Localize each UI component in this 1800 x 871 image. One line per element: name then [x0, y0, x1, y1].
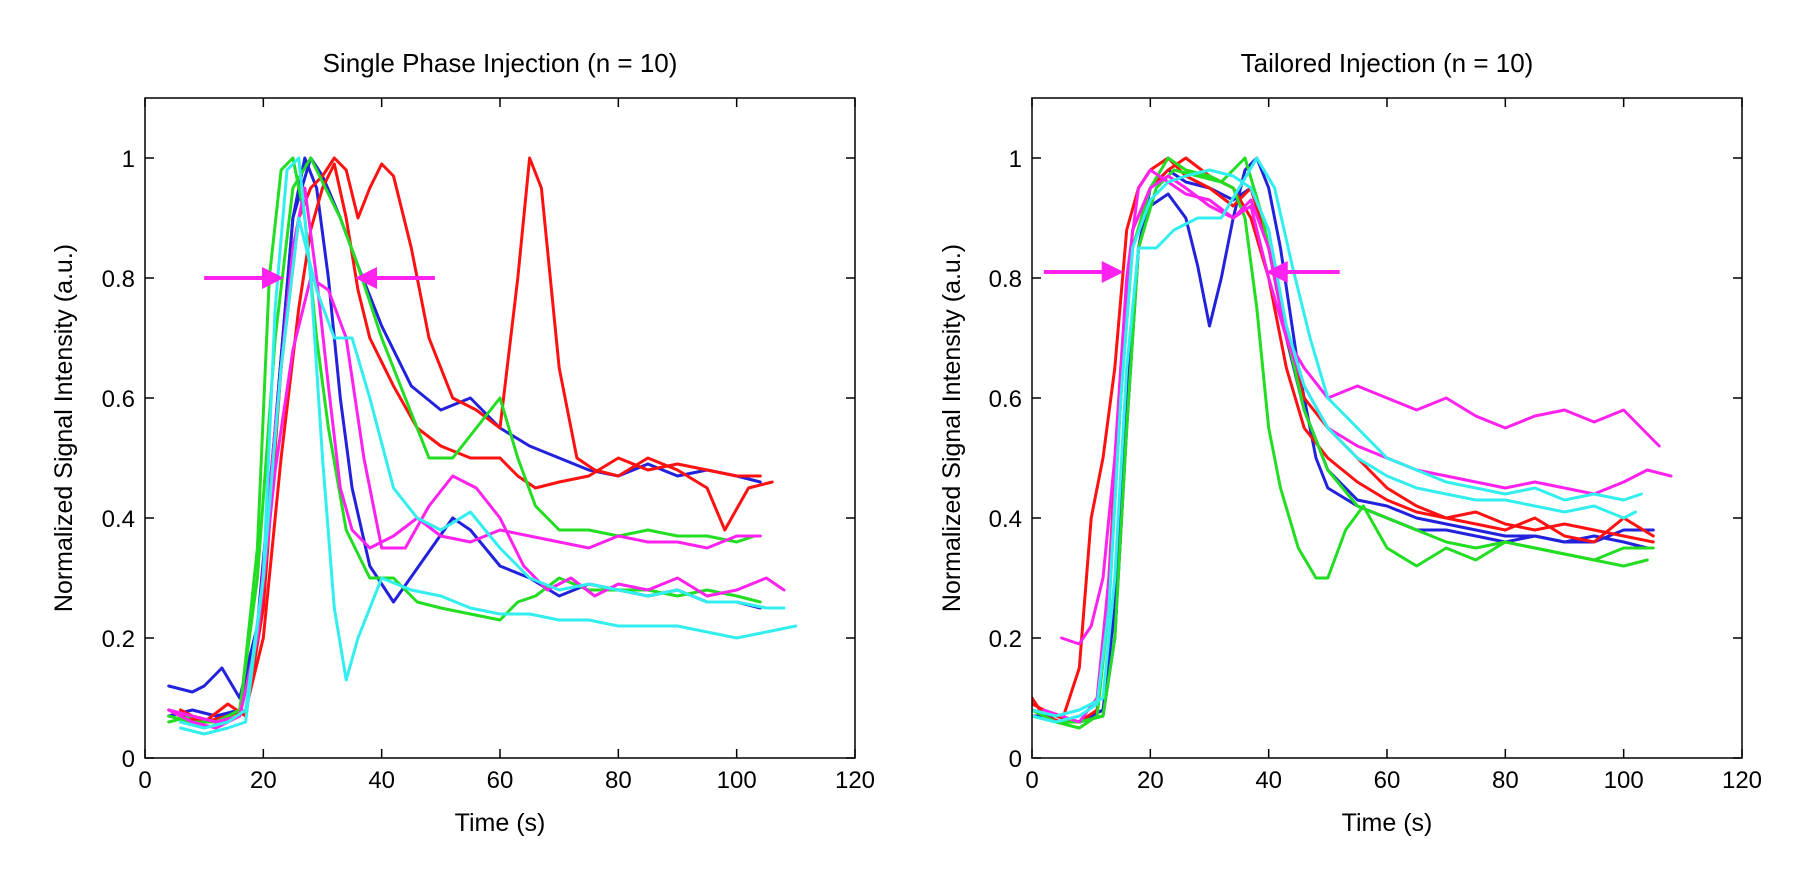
plot-area-tailored: 0 20 40 60 80 100 120 0 0.2 0.4 0.6 0.8 1 — [989, 97, 1762, 794]
arrows-single-phase — [204, 267, 435, 289]
x-tick-label-tailored: 40 — [1255, 767, 1282, 794]
x-axis-single-phase: 0 20 40 60 80 100 120 — [138, 98, 875, 794]
x-axis-label-single-phase: Time (s) — [455, 809, 546, 837]
series-line-single-phase-red-2 — [179, 162, 762, 724]
arrow-head — [1101, 261, 1124, 283]
x-axis-label-tailored: Time (s) — [1342, 809, 1433, 837]
y-tick-label-tailored: 0.6 — [989, 386, 1022, 413]
x-tick-label-tailored: 100 — [1604, 767, 1644, 794]
series-line-single-phase-cyan-1 — [179, 156, 798, 736]
x-tick-label-single-phase: 120 — [835, 767, 875, 794]
x-tick-label-single-phase: 0 — [138, 767, 151, 794]
annotation-arrow-single-phase-right — [204, 267, 285, 289]
series-group-tailored — [1032, 156, 1673, 730]
arrow-head — [355, 267, 378, 289]
series-line-tailored-blue-1 — [1032, 156, 1655, 724]
arrow-head — [262, 267, 285, 289]
x-tick-label-tailored: 60 — [1374, 767, 1401, 794]
series-line-tailored-cyan-1 — [1032, 156, 1643, 718]
series-line-tailored-red-1 — [1032, 156, 1655, 724]
annotation-arrow-single-phase-left — [355, 267, 435, 289]
y-tick-label-single-phase: 0.8 — [102, 266, 135, 293]
chart-title-single-phase: Single Phase Injection (n = 10) — [323, 48, 678, 78]
arrows-tailored — [1043, 261, 1340, 283]
y-tick-label-single-phase: 1 — [122, 146, 135, 173]
y-axis-single-phase: 0 0.2 0.4 0.6 0.8 1 — [102, 146, 855, 773]
y-tick-label-single-phase: 0 — [122, 746, 135, 773]
x-tick-label-single-phase: 100 — [717, 767, 757, 794]
x-tick-label-single-phase: 60 — [487, 767, 514, 794]
y-axis-tailored: 0 0.2 0.4 0.6 0.8 1 — [989, 146, 1742, 773]
arrow-head — [1265, 261, 1288, 283]
y-tick-label-tailored: 1 — [1009, 146, 1022, 173]
annotation-arrow-tailored-left — [1265, 261, 1340, 283]
x-tick-label-tailored: 0 — [1025, 767, 1038, 794]
x-tick-label-tailored: 80 — [1492, 767, 1519, 794]
series-line-tailored-cyan-2 — [1032, 168, 1637, 724]
y-tick-label-tailored: 0.8 — [989, 266, 1022, 293]
y-tick-label-tailored: 0.4 — [989, 506, 1022, 533]
chart-title-tailored: Tailored Injection (n = 10) — [1241, 48, 1534, 78]
series-line-single-phase-green-2 — [167, 156, 756, 724]
x-tick-label-tailored: 120 — [1722, 767, 1762, 794]
y-tick-label-single-phase: 0.6 — [102, 386, 135, 413]
annotation-arrow-tailored-right — [1043, 261, 1124, 283]
y-tick-label-tailored: 0 — [1009, 746, 1022, 773]
y-tick-label-single-phase: 0.4 — [102, 506, 135, 533]
series-line-single-phase-cyan-2 — [179, 216, 786, 730]
y-tick-label-single-phase: 0.2 — [102, 626, 135, 653]
x-tick-label-tailored: 20 — [1137, 767, 1164, 794]
x-tick-label-single-phase: 40 — [368, 767, 395, 794]
chart-tailored: 0 20 40 60 80 100 120 0 0.2 0.4 0.6 0.8 1 Tailored … — [938, 48, 1762, 837]
plot-area-single-phase: 0 20 40 60 80 100 120 0 0.2 0.4 0.6 0.8 1 — [102, 97, 875, 794]
x-tick-label-single-phase: 20 — [250, 767, 277, 794]
chart-single-phase: 0 20 40 60 80 100 120 0 0.2 0.4 0.6 0.8 1 Single Ph… — [50, 48, 875, 837]
y-axis-label-tailored: Normalized Signal Intensity (a.u.) — [938, 244, 966, 612]
x-tick-label-single-phase: 80 — [605, 767, 632, 794]
x-axis-tailored: 0 20 40 60 80 100 120 — [1025, 98, 1762, 794]
y-tick-label-tailored: 0.2 — [989, 626, 1022, 653]
y-axis-label-single-phase: Normalized Signal Intensity (a.u.) — [50, 244, 78, 612]
series-line-single-phase-green-1 — [167, 156, 762, 724]
series-group-single-phase — [167, 156, 798, 736]
